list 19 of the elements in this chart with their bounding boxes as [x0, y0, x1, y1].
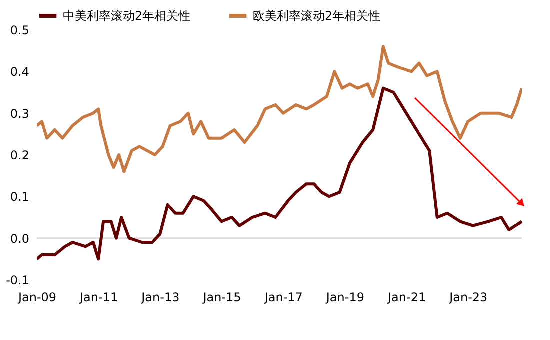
legend-label: 中美利率滚动2年相关性: [63, 9, 191, 23]
y-tick-label: 0.3: [10, 106, 30, 121]
x-tick-label: Jan-23: [448, 290, 488, 304]
x-tick-label: Jan-15: [202, 290, 242, 304]
x-tick-label: Jan-09: [17, 290, 57, 304]
y-tick-label: -0.1: [6, 274, 30, 288]
y-tick-label: 0.2: [10, 148, 30, 162]
y-tick-label: 0.5: [10, 24, 30, 38]
x-tick-label: Jan-13: [140, 290, 180, 304]
legend-label: 欧美利率滚动2年相关性: [253, 9, 381, 23]
y-tick-label: 0.1: [10, 190, 30, 204]
x-tick-label: Jan-17: [264, 290, 303, 304]
x-tick-label: Jan-21: [387, 290, 426, 304]
x-tick-label: Jan-11: [79, 290, 118, 304]
x-tick-label: Jan-19: [325, 290, 364, 304]
y-tick-label: 0.0: [10, 232, 30, 246]
line-series: [37, 86, 522, 261]
line-series: [37, 45, 522, 174]
y-tick-label: 0.4: [10, 65, 30, 80]
